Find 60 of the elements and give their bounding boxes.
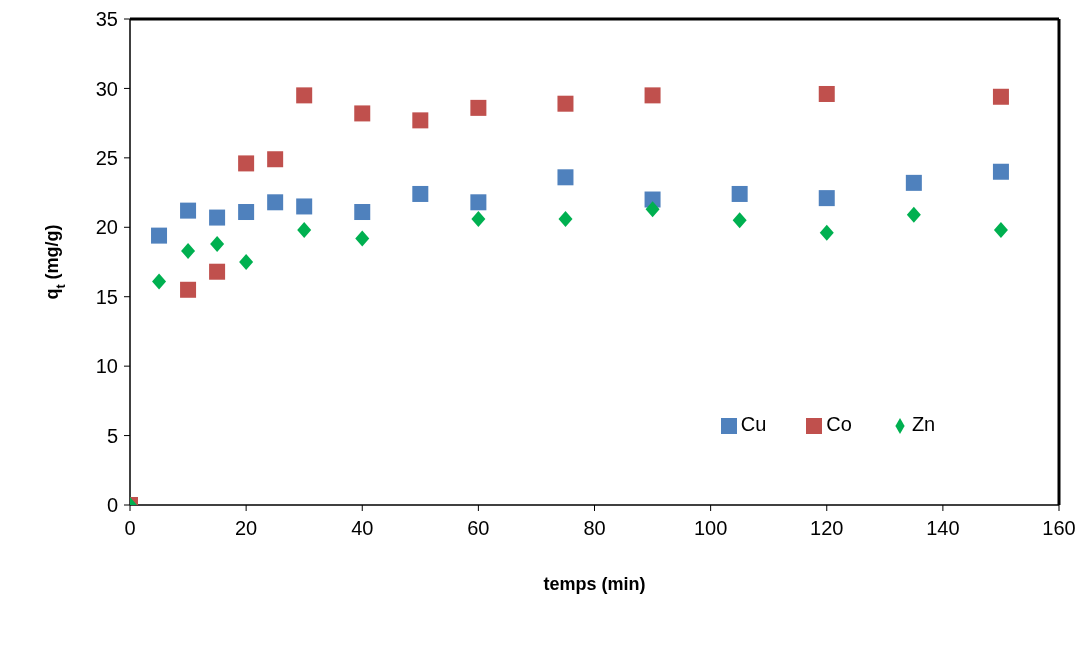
point: [180, 202, 197, 219]
point: [267, 194, 284, 211]
point: [471, 210, 486, 227]
point: [209, 263, 226, 280]
point: [644, 87, 661, 104]
point: [645, 201, 660, 218]
point: [558, 210, 573, 227]
x-tick-label: 80: [583, 517, 606, 540]
x-tick-label: 60: [467, 517, 490, 540]
legend-label: Co: [826, 413, 852, 435]
x-tick-label: 40: [351, 517, 374, 540]
point: [818, 190, 835, 207]
x-tick-label: 120: [810, 517, 844, 540]
x-axis-title: temps (min): [543, 574, 646, 594]
point: [152, 273, 167, 290]
point: [557, 169, 574, 186]
x-tick-label: 140: [926, 517, 960, 540]
point: [818, 85, 835, 102]
point: [209, 209, 226, 226]
point: [412, 112, 429, 129]
point: [412, 185, 429, 202]
point: [355, 230, 370, 247]
y-tick-label: 0: [106, 494, 118, 517]
x-tick-label: 0: [124, 517, 136, 540]
point: [732, 212, 747, 229]
y-tick-label: 25: [95, 146, 118, 169]
point: [905, 174, 922, 191]
point: [731, 185, 748, 202]
legend-label: Cu: [740, 413, 767, 435]
point: [993, 222, 1008, 239]
point: [296, 87, 313, 104]
x-tick-label: 160: [1042, 517, 1076, 540]
y-tick-label: 15: [95, 285, 118, 308]
point: [181, 242, 196, 259]
y-tick-label: 35: [95, 8, 118, 31]
point: [238, 155, 255, 172]
point: [210, 235, 225, 252]
y-tick-label: 10: [95, 355, 118, 378]
point: [296, 198, 313, 215]
point: [267, 151, 284, 168]
y-tick-label: 5: [106, 424, 118, 447]
y-tick-label: 20: [95, 216, 118, 239]
point: [557, 95, 574, 112]
point: [470, 194, 487, 211]
point: [992, 88, 1009, 105]
x-tick-label: 100: [693, 517, 728, 540]
y-tick-label: 30: [95, 77, 118, 100]
point: [470, 99, 487, 116]
point: [354, 105, 371, 122]
point: [238, 204, 255, 221]
point: [180, 281, 197, 298]
point: [297, 222, 312, 239]
point: [906, 206, 921, 223]
point: [819, 224, 834, 241]
point: [354, 204, 371, 221]
point: [992, 163, 1009, 180]
point: [151, 227, 168, 244]
point: [239, 254, 254, 270]
x-tick-label: 20: [235, 517, 258, 540]
legend-label: Zn: [911, 413, 936, 435]
